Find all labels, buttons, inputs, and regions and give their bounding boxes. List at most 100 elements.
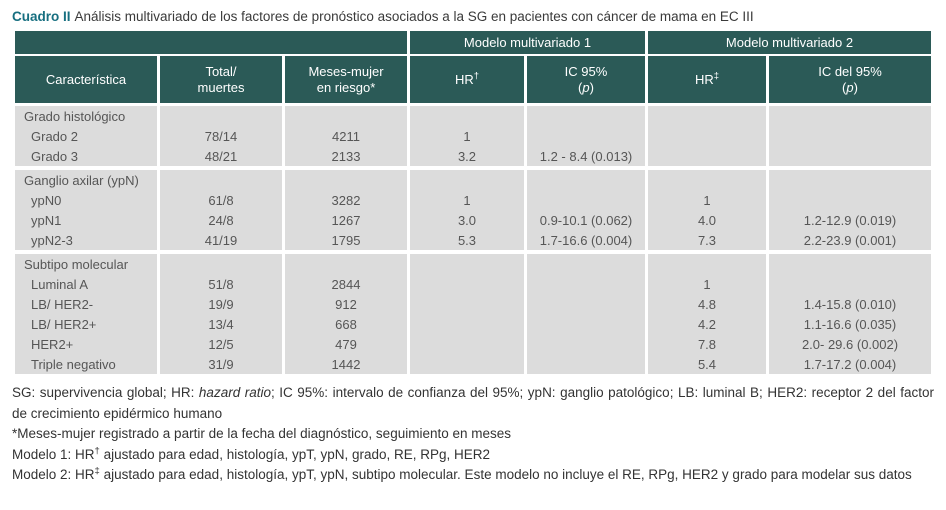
value-cell	[769, 190, 931, 210]
section-title: Grado histológico	[15, 106, 157, 126]
text-segment: hazard ratio	[198, 385, 271, 400]
column-header-total-muertes: Total/muertes	[160, 56, 282, 103]
value-cell: 12/5	[160, 334, 282, 354]
value-cell	[410, 354, 524, 374]
table-head: Modelo multivariado 1 Modelo multivariado…	[15, 31, 931, 106]
value-cell	[527, 314, 645, 334]
value-cell	[527, 126, 645, 146]
value-cell	[410, 314, 524, 334]
table-row: Luminal A 51/8 2844 1	[15, 274, 931, 294]
footnote-1: SG: supervivencia global; HR: hazard rat…	[12, 383, 934, 424]
column-header-caracteristica: Característica	[15, 56, 157, 103]
value-cell: 31/9	[160, 354, 282, 374]
text-segment: †	[473, 70, 480, 82]
table-caption: Cuadro II Análisis multivariado de los fa…	[12, 9, 934, 24]
empty-cell	[285, 254, 407, 274]
value-cell: 2844	[285, 274, 407, 294]
column-header-ic95-modelo-2: IC del 95% (p)	[769, 56, 931, 103]
value-cell: 5.4	[648, 354, 766, 374]
header-line: IC 95%	[527, 64, 645, 80]
text-segment: ajustado para edad, histología, ypT, ypN…	[99, 467, 912, 482]
empty-cell	[285, 106, 407, 126]
value-cell: 1.7-17.2 (0.004)	[769, 354, 931, 374]
section-title-row: Subtipo molecular	[15, 254, 931, 274]
text-segment: (	[842, 79, 847, 95]
empty-cell	[527, 254, 645, 274]
empty-cell	[769, 106, 931, 126]
row-label: ypN2-3	[15, 230, 157, 250]
row-label: HER2+	[15, 334, 157, 354]
header-line: Característica	[15, 72, 157, 88]
text-segment: SG: supervivencia global; HR:	[12, 385, 199, 400]
value-cell	[648, 146, 766, 166]
table-row: LB/ HER2+ 13/4 668 4.2 1.1-16.6 (0.035)	[15, 314, 931, 334]
footnote-3: Modelo 1: HR† ajustado para edad, histol…	[12, 445, 934, 466]
value-cell: 668	[285, 314, 407, 334]
text-segment: )	[853, 79, 858, 95]
value-cell: 4.0	[648, 210, 766, 230]
value-cell: 1.1-16.6 (0.035)	[769, 314, 931, 334]
column-header-hr-modelo-2: HR‡	[648, 56, 766, 103]
text-segment: Total/	[205, 63, 237, 79]
text-segment: p	[846, 79, 854, 95]
text-segment: )	[589, 79, 594, 95]
footnotes: SG: supervivencia global; HR: hazard rat…	[12, 383, 934, 486]
value-cell: 912	[285, 294, 407, 314]
value-cell: 61/8	[160, 190, 282, 210]
column-header-hr-modelo-1: HR†	[410, 56, 524, 103]
value-cell: 1	[410, 126, 524, 146]
column-header-row: Característica Total/muertes Meses-mujer en…	[15, 56, 931, 103]
value-cell: 2.0- 29.6 (0.002)	[769, 334, 931, 354]
value-cell: 1.2-12.9 (0.019)	[769, 210, 931, 230]
text-segment: ; IC 95%: intervalo de confianza del 95%…	[12, 385, 934, 421]
value-cell: 48/21	[160, 146, 282, 166]
value-cell: 13/4	[160, 314, 282, 334]
group-header-blank	[15, 31, 407, 54]
group-header-2: Modelo multivariado 2	[648, 31, 931, 54]
value-cell	[410, 294, 524, 314]
empty-cell	[160, 254, 282, 274]
text-segment: (	[578, 79, 583, 95]
row-label: LB/ HER2-	[15, 294, 157, 314]
header-line: HR‡	[648, 71, 766, 88]
text-segment: *Meses-mujer registrado a partir de la f…	[12, 426, 512, 441]
group-header-1: Modelo multivariado 1	[410, 31, 645, 54]
text-segment: muertes	[197, 79, 245, 95]
value-cell: 3.0	[410, 210, 524, 230]
empty-cell	[285, 170, 407, 190]
value-cell: 5.3	[410, 230, 524, 250]
row-label: Grado 2	[15, 126, 157, 146]
empty-cell	[648, 254, 766, 274]
value-cell	[527, 294, 645, 314]
value-cell: 1.4-15.8 (0.010)	[769, 294, 931, 314]
value-cell: 24/8	[160, 210, 282, 230]
value-cell	[769, 146, 931, 166]
value-cell: 1	[648, 190, 766, 210]
text-segment: HR	[694, 71, 714, 87]
value-cell: 1	[410, 190, 524, 210]
value-cell: 1267	[285, 210, 407, 230]
value-cell: 1795	[285, 230, 407, 250]
row-label: ypN0	[15, 190, 157, 210]
value-cell: 1442	[285, 354, 407, 374]
header-line: en riesgo*	[285, 80, 407, 96]
value-cell	[648, 126, 766, 146]
value-cell: 0.9-10.1 (0.062)	[527, 210, 645, 230]
value-cell: 3.2	[410, 146, 524, 166]
section-title: Ganglio axilar (ypN)	[15, 170, 157, 190]
table-body: Grado histológico Grado 2 78/14 4211 1 Grado …	[15, 106, 931, 374]
empty-cell	[769, 170, 931, 190]
empty-cell	[160, 170, 282, 190]
text-segment: Modelo 2: HR	[12, 467, 95, 482]
row-label: LB/ HER2+	[15, 314, 157, 334]
footnote-2: *Meses-mujer registrado a partir de la f…	[12, 424, 934, 445]
table-row: ypN1 24/8 1267 3.0 0.9-10.1 (0.062) 4.0 1.2-12…	[15, 210, 931, 230]
header-line: IC del 95%	[769, 64, 931, 80]
empty-cell	[527, 106, 645, 126]
header-line: HR†	[410, 70, 524, 88]
header-line: Meses-mujer	[285, 64, 407, 80]
value-cell	[410, 334, 524, 354]
value-cell: 1.2 - 8.4 (0.013)	[527, 146, 645, 166]
table-row: Grado 3 48/21 2133 3.2 1.2 - 8.4 (0.013)	[15, 146, 931, 166]
